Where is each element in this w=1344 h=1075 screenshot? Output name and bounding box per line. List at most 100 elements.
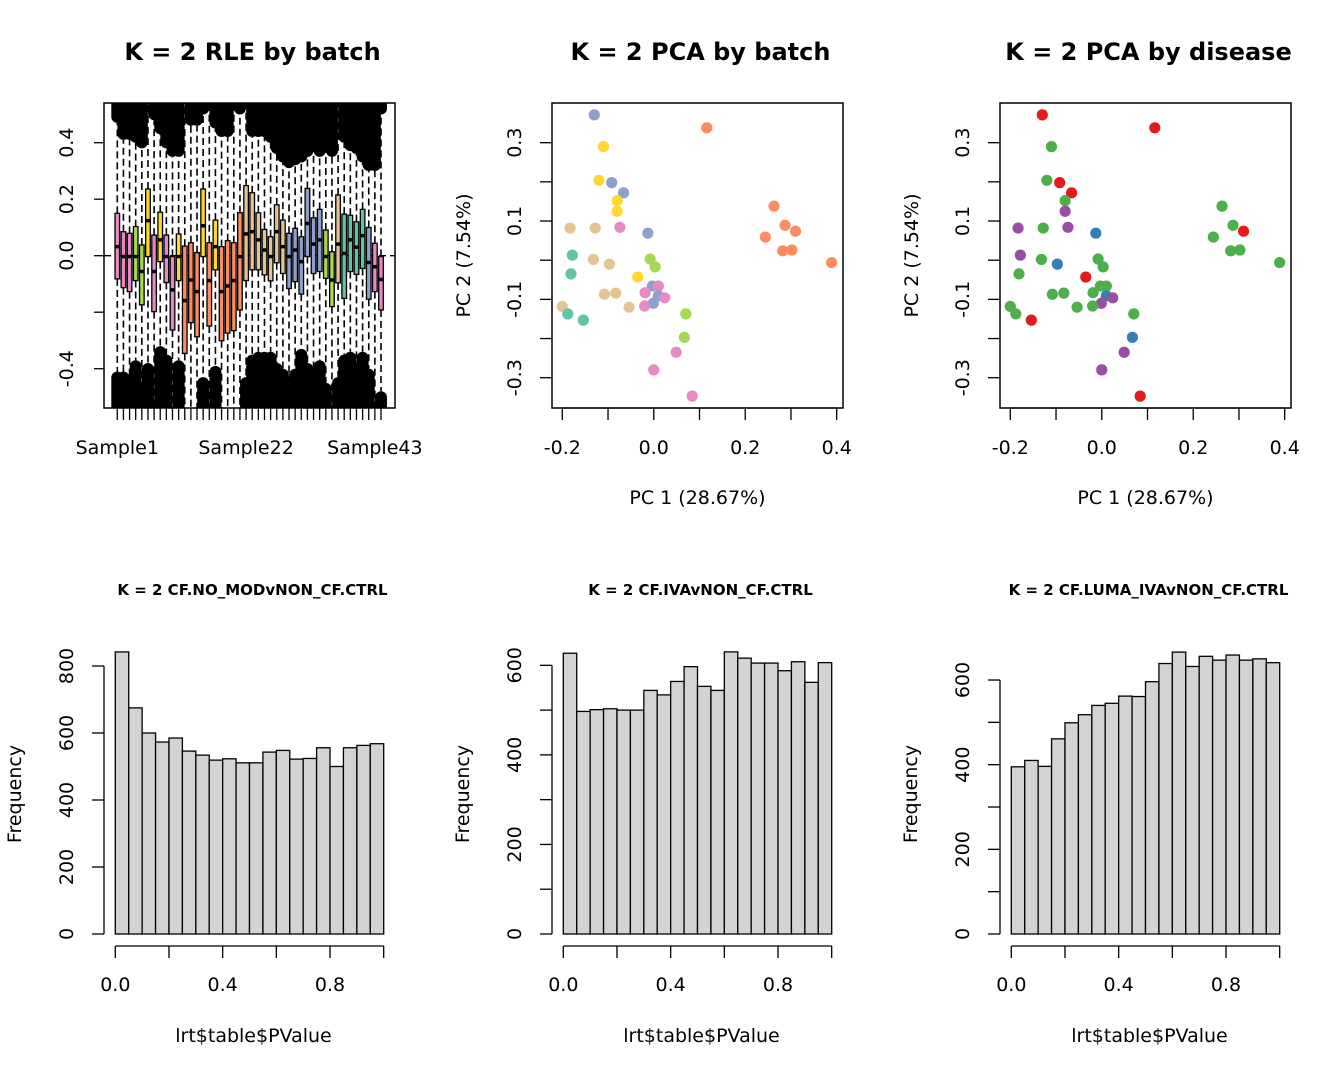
pca-disease-point: [1059, 195, 1071, 207]
pca-batch-point: [562, 308, 574, 320]
hist2-bar: [589, 709, 605, 935]
rle-outliers-lower: [160, 354, 173, 408]
pca-disease-xlabel: PC 1 (28.67%): [1077, 487, 1213, 509]
hist2-xtick-label: 0.4: [656, 974, 686, 996]
rle-outliers-upper: [228, 98, 240, 100]
rle-box-body: [145, 188, 151, 258]
pca-disease-point: [1274, 256, 1286, 269]
rle-box-body: [286, 232, 292, 290]
hist2-bar: [817, 661, 833, 935]
hist1-bar: [315, 747, 331, 935]
pca-batch-point: [648, 364, 660, 376]
hist3-bar: [1158, 662, 1173, 935]
hist3-panel: K = 2 CF.LUMA_IVAvNON_CF.CTRL 0.0 0.4 0.8 0 2…: [900, 581, 1289, 1047]
pca-disease-point: [1100, 280, 1112, 292]
rle-box: [325, 103, 338, 408]
pca-batch-point: [659, 292, 671, 304]
rle-box-body: [273, 204, 280, 264]
pca-batch-point: [632, 271, 644, 283]
pca-batch-point: [701, 122, 713, 134]
hist2-bar: [643, 689, 658, 935]
pca-disease-point: [1054, 177, 1066, 189]
hist1-bar: [275, 749, 291, 935]
rle-outliers-upper: [368, 103, 381, 171]
rle-box-body: [157, 211, 164, 263]
hist3-bar: [1050, 738, 1066, 935]
pca-disease-point: [1013, 268, 1025, 280]
hist2-bar: [737, 657, 752, 935]
pca-disease-point: [1014, 249, 1026, 261]
rle-box-body: [335, 194, 342, 284]
hist1-bar: [181, 750, 197, 935]
rle-box-body: [126, 232, 133, 293]
rle-box-body: [163, 234, 170, 284]
rle-box: [141, 103, 154, 408]
pca-disease-point: [1037, 222, 1049, 234]
pca-batch-point: [777, 245, 789, 257]
rle-box-body: [206, 242, 213, 327]
rle-outliers-upper: [221, 103, 234, 138]
rle-outliers-upper: [332, 98, 344, 100]
rle-boxes: [104, 98, 395, 408]
pca-disease-point: [1046, 288, 1058, 300]
pca-disease-point: [1126, 331, 1138, 343]
pca-disease-point: [1107, 292, 1119, 304]
hist1-xtick-label: 0.8: [315, 974, 345, 996]
hist3-bar: [1104, 702, 1120, 935]
pca-disease-point: [1065, 187, 1078, 199]
hist3-ylabel: Frequency: [900, 745, 922, 843]
hist2-bar: [616, 709, 632, 935]
pca-batch-point: [678, 331, 690, 343]
rle-box-body: [322, 229, 329, 279]
hist1-bar: [235, 762, 251, 935]
hist2-panel: K = 2 CF.IVAvNON_CF.CTRL 0.0 0.4 0.8 0 200 400…: [452, 581, 833, 1047]
pca-disease-point: [1012, 222, 1024, 234]
pca-batch-point: [589, 222, 601, 234]
pca-batch-ytick-label: -0.3: [504, 359, 526, 396]
pca-disease-xtick-label: 0.2: [1178, 437, 1208, 459]
hist2-bar: [696, 685, 712, 935]
pca-batch-point: [606, 177, 618, 189]
hist2-bar: [723, 651, 739, 935]
hist2-bar: [576, 710, 591, 935]
rle-box-body: [347, 214, 354, 273]
rle-xtick-label: Sample1: [76, 437, 159, 459]
hist2-xlabel: lrt$table$PValue: [623, 1025, 779, 1047]
pca-disease-point: [1227, 219, 1239, 231]
rle-outliers-upper: [203, 98, 215, 100]
pca-batch-point: [610, 287, 622, 299]
hist3-bar: [1144, 681, 1160, 935]
hist2-bar: [804, 681, 819, 935]
rle-outliers-upper: [135, 103, 148, 149]
rle-box: [228, 98, 240, 408]
rle-box-body: [218, 246, 225, 342]
hist1-ylabel: Frequency: [4, 745, 26, 843]
hist1-bar: [208, 759, 224, 935]
pca-batch-xtick-label: 0.4: [822, 437, 852, 459]
pca-disease-point: [1036, 109, 1048, 121]
pca-disease-point: [1071, 301, 1083, 313]
pca-batch-point: [639, 300, 651, 312]
hist3-bar: [1024, 759, 1039, 935]
pca-batch-point: [768, 200, 780, 212]
rle-outliers-lower: [141, 363, 154, 408]
pca-disease-point: [1035, 253, 1047, 266]
pca-disease-point: [1118, 346, 1130, 358]
pca-disease-panel: K = 2 PCA by disease -0.2 0.0 0.2 0.4 -0.3 -0.…: [901, 38, 1300, 509]
hist3-ytick-label: 0: [952, 928, 974, 940]
hist3-title: K = 2 CF.LUMA_IVAvNON_CF.CTRL: [1009, 581, 1289, 599]
hist2-ytick-label: 600: [504, 647, 526, 683]
pca-disease-point: [1237, 225, 1250, 237]
hist2-bar: [777, 670, 793, 935]
rle-box: [375, 103, 387, 408]
pca-disease-point: [1234, 244, 1246, 256]
hist3-xlabel: lrt$table$PValue: [1071, 1025, 1227, 1047]
pca-batch-point: [779, 219, 791, 231]
hist3-bar: [1225, 654, 1241, 935]
hist3-bar: [1211, 659, 1227, 935]
hist1-bar: [262, 751, 277, 935]
hist1-bar: [329, 765, 345, 935]
pca-disease-point: [1041, 174, 1053, 186]
hist1-xtick-label: 0.4: [208, 974, 238, 996]
hist1-bar: [168, 737, 184, 935]
